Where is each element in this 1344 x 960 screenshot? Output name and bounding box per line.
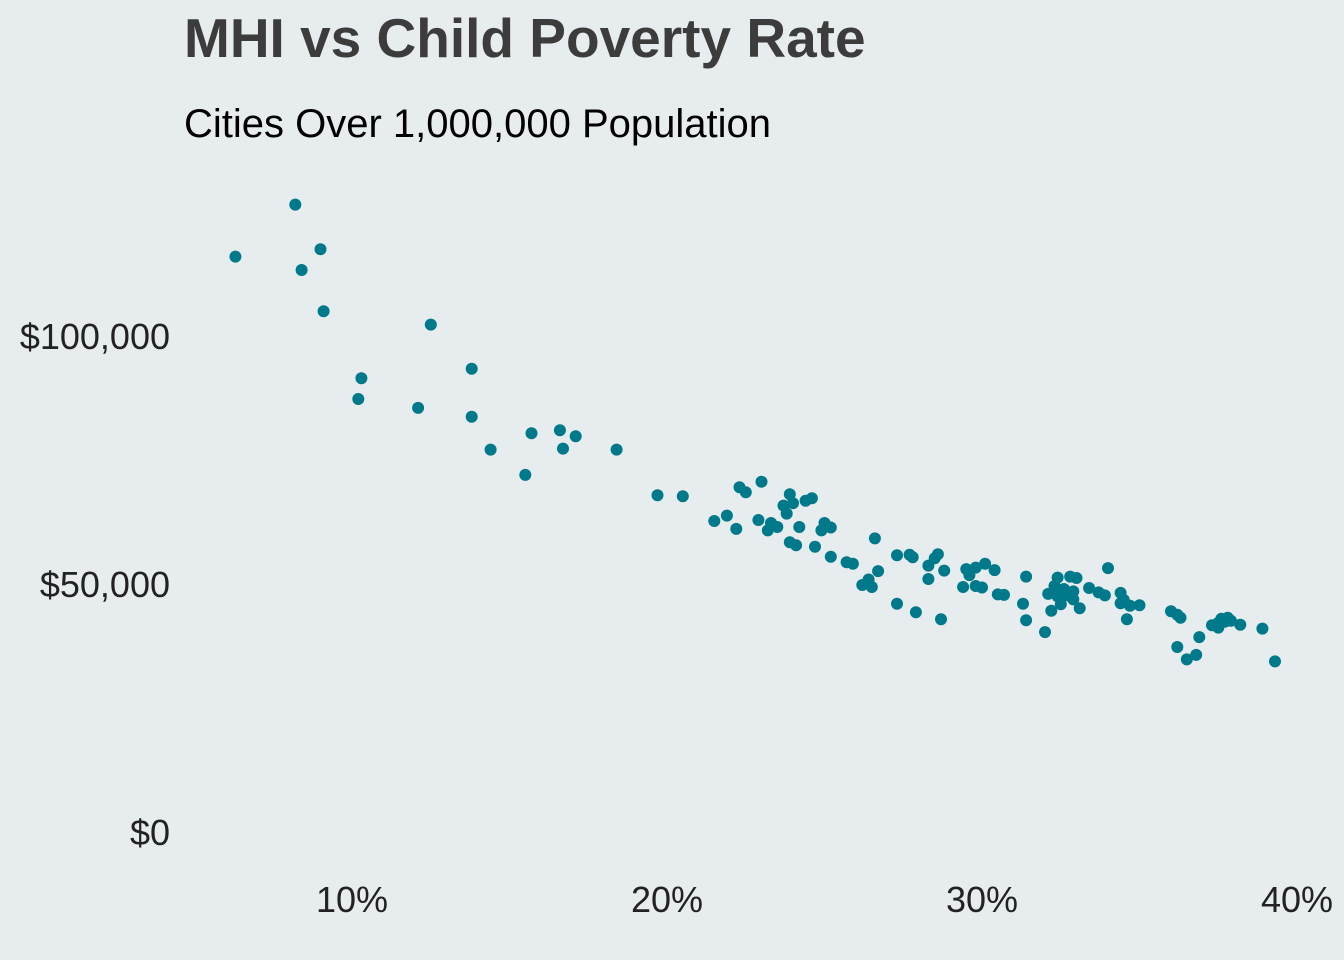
data-point	[790, 539, 803, 552]
data-point	[295, 264, 308, 276]
data-point	[1124, 599, 1136, 612]
data-point	[484, 443, 497, 456]
data-point	[1020, 614, 1033, 627]
data-point	[465, 410, 478, 423]
data-point	[1083, 582, 1096, 594]
data-point	[610, 443, 623, 456]
y-tick-label: $0	[130, 812, 170, 853]
data-point	[651, 489, 664, 502]
data-point	[1120, 613, 1133, 626]
data-point	[708, 515, 721, 527]
data-point	[969, 561, 982, 574]
data-point	[846, 557, 859, 570]
data-point	[891, 597, 903, 610]
data-point	[1073, 602, 1086, 615]
data-point	[922, 573, 935, 585]
data-point	[1224, 614, 1237, 627]
data-point	[525, 427, 538, 440]
data-point	[1070, 572, 1083, 584]
data-point	[909, 606, 922, 619]
data-point	[1180, 653, 1193, 666]
data-point	[1234, 618, 1247, 631]
data-point	[787, 497, 799, 510]
x-tick-label: 10%	[316, 879, 388, 920]
data-point	[1193, 631, 1206, 644]
data-point	[730, 522, 743, 535]
chart-subtitle: Cities Over 1,000,000 Population	[184, 102, 772, 146]
data-point	[553, 424, 566, 437]
x-tick-label: 20%	[631, 879, 703, 920]
data-point	[957, 581, 970, 593]
data-point	[519, 468, 532, 481]
data-point	[317, 305, 330, 318]
data-point	[938, 564, 951, 577]
data-point	[1256, 622, 1269, 635]
y-tick-label: $100,000	[20, 316, 170, 357]
data-point	[1020, 570, 1033, 583]
data-point	[1269, 655, 1281, 668]
data-point	[824, 521, 837, 534]
data-point	[988, 564, 1001, 577]
data-point	[1067, 593, 1080, 606]
data-point	[1133, 599, 1146, 612]
data-point	[1017, 597, 1029, 610]
data-point	[771, 521, 784, 533]
data-point	[739, 486, 752, 499]
data-point	[412, 401, 425, 414]
data-point	[935, 613, 947, 626]
data-point	[979, 557, 992, 570]
data-point	[465, 362, 478, 375]
data-point	[355, 372, 368, 385]
data-point	[1098, 589, 1111, 602]
data-point	[1174, 611, 1187, 624]
data-point	[755, 475, 768, 488]
data-point	[783, 488, 796, 501]
data-point	[676, 490, 689, 503]
data-point	[314, 243, 327, 256]
data-point	[752, 514, 765, 526]
data-point	[720, 509, 733, 522]
data-point	[229, 250, 242, 263]
data-point	[865, 581, 878, 593]
data-point	[289, 198, 302, 211]
data-point	[780, 507, 793, 520]
data-point	[424, 318, 437, 331]
data-point	[352, 393, 365, 405]
data-point	[1054, 598, 1067, 611]
data-point	[891, 549, 903, 562]
data-point	[872, 565, 885, 578]
data-point	[793, 521, 806, 533]
x-tick-label: 40%	[1261, 879, 1333, 920]
data-point	[931, 548, 944, 561]
data-point	[1039, 626, 1051, 639]
data-point	[868, 532, 881, 545]
data-point	[1190, 648, 1203, 661]
data-point	[1102, 562, 1114, 575]
x-tick-label: 30%	[946, 879, 1018, 920]
data-point	[1051, 571, 1064, 584]
data-point	[824, 550, 837, 563]
y-tick-label: $50,000	[40, 564, 170, 605]
data-point	[998, 588, 1010, 601]
data-point	[805, 492, 818, 505]
data-point	[906, 551, 919, 564]
data-point	[557, 442, 569, 455]
data-point	[1045, 604, 1058, 617]
data-point	[976, 581, 988, 594]
data-point	[1171, 641, 1184, 653]
data-point	[569, 430, 582, 443]
chart-title: MHI vs Child Poverty Rate	[184, 7, 866, 69]
data-point	[809, 540, 821, 553]
